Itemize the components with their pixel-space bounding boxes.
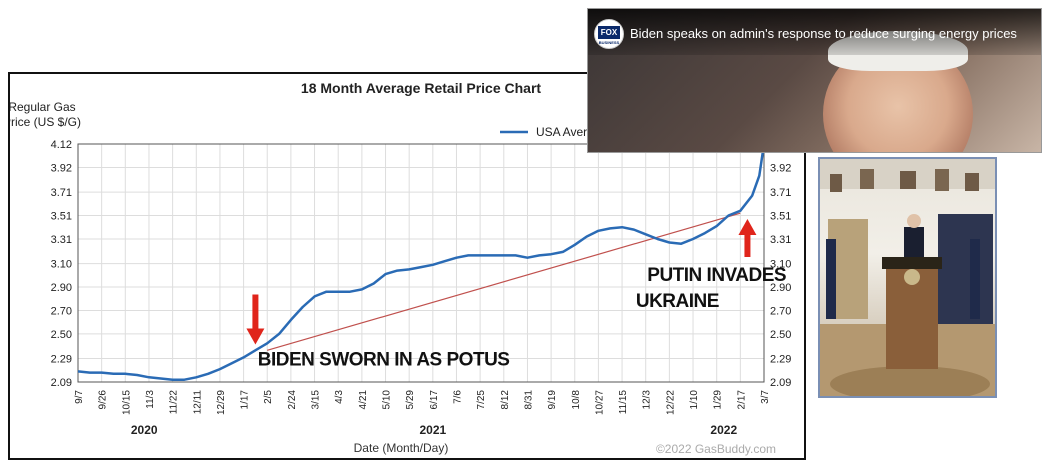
- x-tick-label: 12/29: [216, 390, 227, 415]
- x-tick-label: 2/5: [263, 390, 274, 404]
- year-label: 2020: [131, 423, 158, 437]
- x-tick-label: 3/15: [311, 390, 322, 410]
- x-tick-label: 10/27: [594, 390, 605, 415]
- x-tick-label: 12/3: [642, 390, 653, 410]
- y-tick-label: 3.31: [51, 234, 72, 246]
- x-tick-label: 9/26: [98, 390, 109, 410]
- y-tick-label: 2.09: [51, 377, 72, 389]
- x-tick-label: 7/6: [452, 390, 463, 404]
- press-conference-photo: [818, 157, 997, 398]
- y-axis-label-left: Regular Gas: [10, 100, 76, 114]
- plot-frame: [77, 143, 765, 383]
- y-tick-label-right: 3.51: [770, 211, 791, 223]
- x-tick-label: 8/12: [500, 390, 511, 410]
- red-arrow-up-icon: [738, 219, 757, 258]
- y-tick-label-right: 2.90: [770, 282, 791, 294]
- x-tick-label: 12/22: [665, 390, 676, 415]
- y-tick-label-right: 2.09: [770, 377, 791, 389]
- x-tick-label: 10/15: [121, 390, 132, 415]
- y-tick-label-right: 2.50: [770, 329, 791, 341]
- y-tick-label: 2.29: [51, 354, 72, 366]
- y-tick-label-right: 2.29: [770, 354, 791, 366]
- y-tick-label: 3.10: [51, 259, 72, 271]
- y-tick-label-right: 3.10: [770, 259, 791, 271]
- y-tick-label: 2.50: [51, 329, 72, 341]
- x-tick-label: 11/22: [169, 390, 180, 415]
- x-tick-label: 10/8: [571, 390, 582, 410]
- series-line-usa-average: [77, 143, 766, 381]
- chart-title: 18 Month Average Retail Price Chart: [301, 80, 541, 96]
- video-title-bar: [588, 9, 1041, 55]
- annotation-text: UKRAINE: [636, 291, 719, 312]
- x-tick-label: 5/10: [382, 390, 393, 410]
- y-axis-label-left: Price (US $/G): [10, 115, 81, 129]
- fox-business-logo: FOX BUSINESS: [594, 19, 624, 49]
- x-tick-label: 1/10: [689, 390, 700, 410]
- annotation-text: BIDEN SWORN IN AS POTUS: [258, 350, 510, 371]
- y-tick-label-right: 3.71: [770, 187, 791, 199]
- x-tick-label: 7/25: [476, 390, 487, 410]
- y-tick-label-right: 3.92: [770, 162, 791, 174]
- x-tick-label: 2/24: [287, 390, 298, 410]
- video-thumbnail[interactable]: FOX BUSINESS Biden speaks on admin's res…: [587, 8, 1042, 153]
- x-tick-label: 11/15: [618, 390, 629, 415]
- y-tick-label: 2.90: [51, 282, 72, 294]
- y-tick-label: 2.70: [51, 305, 72, 317]
- x-tick-label: 9/7: [74, 390, 85, 404]
- fox-logo-text: FOX: [598, 26, 620, 39]
- x-tick-label: 9/19: [547, 390, 558, 410]
- y-tick-label-right: 2.70: [770, 305, 791, 317]
- x-tick-label: 2/17: [736, 390, 747, 410]
- y-tick-label: 3.71: [51, 187, 72, 199]
- trend-line: [267, 212, 741, 351]
- x-axis-label: Date (Month/Day): [354, 441, 449, 455]
- annotation-text: PUTIN INVADES: [647, 265, 786, 286]
- y-tick-label: 3.92: [51, 162, 72, 174]
- x-tick-label: 12/11: [192, 390, 203, 415]
- red-arrow-down-icon: [246, 294, 265, 345]
- chart-credit: ©2022 GasBuddy.com: [656, 442, 776, 456]
- x-tick-label: 4/3: [334, 390, 345, 404]
- year-label: 2022: [710, 423, 737, 437]
- x-tick-label: 3/7: [760, 390, 771, 404]
- x-tick-label: 6/17: [429, 390, 440, 410]
- x-tick-label: 11/3: [145, 390, 156, 409]
- x-tick-label: 8/31: [523, 390, 534, 410]
- x-tick-label: 1/17: [240, 390, 251, 410]
- press-conference-illustration: [820, 159, 995, 396]
- y-tick-label: 3.51: [51, 211, 72, 223]
- year-label: 2021: [419, 423, 446, 437]
- x-tick-label: 1/29: [713, 390, 724, 410]
- x-tick-label: 5/29: [405, 390, 416, 410]
- video-title[interactable]: Biden speaks on admin's response to redu…: [630, 26, 1017, 41]
- y-tick-label-right: 3.31: [770, 234, 791, 246]
- fox-logo-subtext: BUSINESS: [598, 40, 620, 45]
- y-tick-label: 4.12: [51, 139, 72, 151]
- x-tick-label: 4/21: [358, 390, 369, 410]
